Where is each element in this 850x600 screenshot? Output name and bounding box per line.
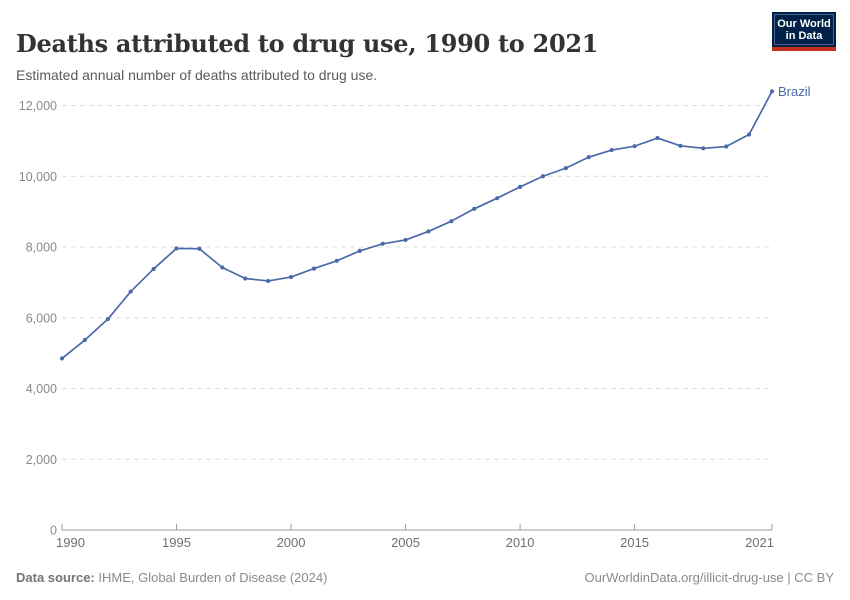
data-source-text: IHME, Global Burden of Disease (2024) — [94, 570, 328, 585]
data-point[interactable] — [174, 246, 179, 251]
data-point[interactable] — [472, 206, 477, 211]
x-axis-label: 2021 — [745, 535, 774, 550]
data-point[interactable] — [563, 166, 568, 171]
data-point[interactable] — [357, 248, 362, 253]
data-point[interactable] — [426, 229, 431, 234]
x-axis-label: 2015 — [620, 535, 649, 550]
data-point[interactable] — [769, 89, 775, 94]
x-axis-label: 2000 — [277, 535, 306, 550]
y-axis-label: 8,000 — [26, 241, 57, 255]
data-point[interactable] — [449, 219, 454, 224]
series-end-label[interactable]: Brazil — [778, 84, 811, 99]
data-point[interactable] — [746, 132, 752, 137]
y-axis-label: 12,000 — [19, 99, 57, 113]
data-point[interactable] — [266, 278, 271, 284]
data-source-note: Data source: IHME, Global Burden of Dise… — [16, 570, 327, 585]
y-axis-label: 0 — [50, 524, 57, 538]
data-point[interactable] — [151, 266, 156, 272]
data-point[interactable] — [288, 274, 294, 280]
data-point[interactable] — [609, 147, 614, 153]
data-point[interactable] — [701, 146, 706, 151]
data-point[interactable] — [495, 196, 500, 201]
y-axis-label: 6,000 — [26, 311, 57, 325]
license-link[interactable]: OurWorldinData.org/illicit-drug-use | CC… — [584, 570, 835, 585]
y-axis-label: 4,000 — [26, 382, 57, 396]
data-point[interactable] — [105, 317, 110, 322]
data-point[interactable] — [655, 135, 660, 141]
data-point[interactable] — [220, 265, 225, 270]
owid-logo: Our World in Data — [772, 12, 836, 51]
data-source-label: Data source: — [16, 570, 95, 585]
data-point[interactable] — [128, 289, 133, 294]
data-point[interactable] — [517, 184, 523, 189]
page-title: Deaths attributed to drug use, 1990 to 2… — [16, 29, 599, 59]
y-axis-label: 2,000 — [26, 453, 57, 467]
data-point[interactable] — [334, 258, 339, 263]
data-point[interactable] — [380, 241, 385, 246]
x-axis-label: 1995 — [162, 535, 191, 550]
data-point[interactable] — [540, 174, 546, 179]
data-point[interactable] — [403, 237, 408, 243]
data-point[interactable] — [678, 143, 683, 148]
data-point[interactable] — [586, 155, 591, 160]
x-axis-label: 2010 — [506, 535, 535, 550]
brazil-line[interactable] — [61, 90, 773, 360]
data-point[interactable] — [243, 276, 248, 281]
x-axis-label: 1990 — [56, 535, 85, 550]
data-point[interactable] — [197, 246, 202, 251]
owid-logo-line2: in Data — [785, 29, 823, 42]
owid-logo-line1: Our World — [777, 17, 831, 30]
y-axis-label: 10,000 — [19, 170, 57, 184]
x-axis-label: 2005 — [391, 535, 420, 550]
owid-logo-frame: Our World in Data — [774, 14, 834, 45]
data-point[interactable] — [632, 144, 637, 149]
data-point[interactable] — [59, 356, 65, 361]
data-point[interactable] — [311, 266, 317, 271]
data-point[interactable] — [82, 337, 88, 343]
chart-subtitle: Estimated annual number of deaths attrib… — [16, 67, 378, 83]
data-point[interactable] — [724, 144, 729, 149]
